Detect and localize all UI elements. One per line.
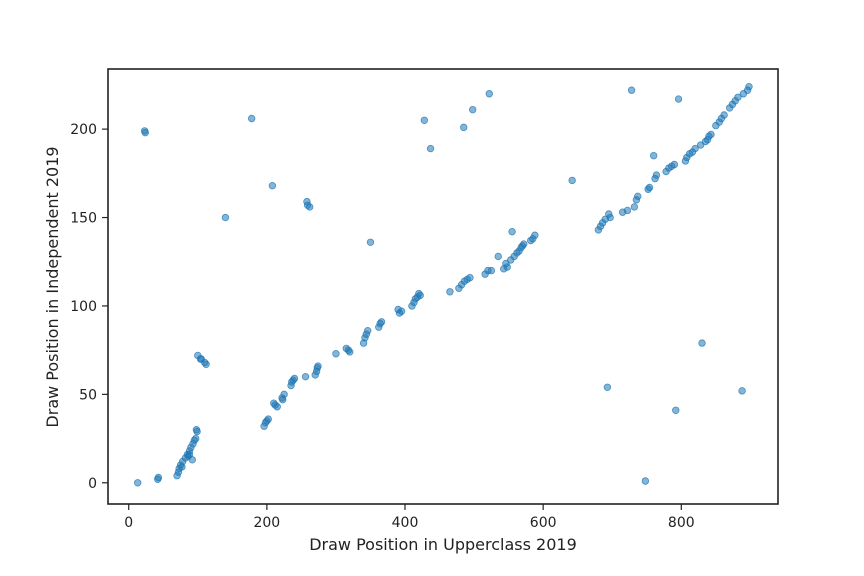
data-point (734, 93, 742, 101)
y-tick-label: 0 (88, 476, 97, 492)
y-axis-label: Draw Position in Independent 2019 (43, 146, 62, 427)
data-point (133, 479, 142, 487)
y-tick-label: 150 (70, 211, 97, 227)
data-point (346, 348, 354, 356)
x-tick-label: 0 (124, 515, 133, 531)
data-point (416, 291, 424, 300)
data-point (487, 266, 496, 275)
data-point (290, 374, 299, 383)
y-tick-label: 50 (79, 387, 97, 403)
data-point (508, 227, 516, 236)
data-point (460, 123, 468, 132)
x-axis-ticks: 0 200 400 600 800 (124, 504, 695, 531)
data-point (305, 203, 314, 211)
data-point (426, 144, 435, 153)
data-point (670, 160, 679, 169)
y-tick-label: 200 (70, 122, 97, 138)
data-point (141, 128, 149, 137)
x-tick-label: 600 (530, 515, 557, 531)
x-tick-label: 200 (253, 515, 280, 531)
data-point (606, 213, 614, 222)
data-point (649, 151, 658, 160)
data-point (366, 238, 375, 246)
data-point (268, 182, 277, 190)
data-point (364, 327, 372, 335)
data-point (520, 240, 528, 248)
data-point (738, 387, 746, 395)
data-point (652, 171, 661, 179)
data-point (420, 116, 429, 124)
data-point (531, 231, 539, 239)
points-layer (133, 82, 753, 487)
data-point (264, 415, 272, 423)
y-tick-label: 100 (70, 299, 97, 315)
data-point (720, 111, 728, 119)
data-point (154, 473, 163, 482)
data-point (193, 427, 201, 436)
data-point (623, 206, 632, 215)
x-tick-label: 400 (392, 515, 419, 531)
data-point (397, 307, 406, 315)
data-point (466, 273, 474, 282)
data-point (634, 192, 642, 201)
data-point (627, 86, 636, 94)
data-point (332, 350, 340, 358)
data-point (469, 105, 477, 114)
x-axis-label: Draw Position in Upperclass 2019 (309, 535, 577, 554)
data-point (645, 183, 654, 192)
data-point (672, 406, 680, 414)
data-point (279, 395, 287, 404)
data-point (603, 383, 612, 391)
x-tick-label: 800 (668, 515, 695, 531)
data-point (446, 288, 454, 296)
data-point (641, 477, 650, 485)
data-point (202, 360, 210, 368)
data-point (503, 263, 511, 271)
data-point (568, 176, 576, 185)
plot-area-frame (107, 68, 779, 505)
data-point (273, 403, 281, 411)
data-point (494, 252, 502, 261)
data-point (707, 130, 715, 139)
data-point (377, 318, 386, 326)
data-point (314, 362, 322, 370)
data-point (630, 203, 639, 211)
data-point (698, 339, 706, 347)
data-point (221, 213, 230, 222)
data-point (691, 144, 699, 153)
data-point (745, 82, 753, 91)
data-point (301, 372, 310, 381)
y-axis-ticks: 0 50 100 150 200 (70, 122, 108, 492)
data-point (247, 114, 256, 123)
data-point (184, 452, 192, 460)
data-point (192, 434, 200, 443)
data-point (674, 95, 683, 103)
data-point (485, 90, 493, 98)
